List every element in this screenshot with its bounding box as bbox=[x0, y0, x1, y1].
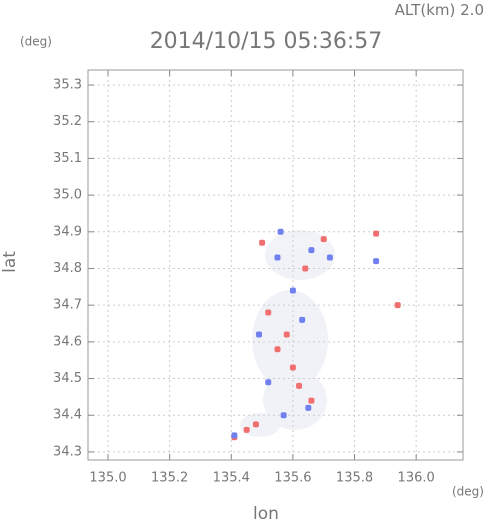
echo-point bbox=[265, 379, 272, 386]
echo-point bbox=[274, 346, 281, 353]
echo-point bbox=[394, 302, 401, 309]
echo-point bbox=[373, 258, 380, 265]
y-axis-label: lat bbox=[0, 251, 20, 273]
echo-point bbox=[243, 426, 250, 433]
plot-frame bbox=[87, 69, 464, 461]
y-tick-label: 34.8 bbox=[53, 261, 82, 276]
echo-point bbox=[373, 230, 380, 237]
y-tick-label: 34.7 bbox=[53, 298, 82, 313]
y-unit: (deg) bbox=[20, 35, 52, 49]
echo-point bbox=[320, 236, 327, 243]
echo-point bbox=[283, 331, 290, 338]
y-tick-label: 34.6 bbox=[53, 334, 82, 349]
x-tick-label: 135.0 bbox=[89, 471, 126, 486]
y-tick-label: 35.3 bbox=[53, 78, 82, 93]
y-tick-label: 35.1 bbox=[53, 151, 82, 166]
echo-point bbox=[274, 254, 281, 261]
echo-point bbox=[280, 412, 287, 419]
echo-point bbox=[296, 382, 303, 389]
altitude-value: 2.0 bbox=[460, 1, 484, 19]
y-tick-label: 34.5 bbox=[53, 371, 82, 386]
chart-title: 2014/10/15 05:36:57 bbox=[150, 29, 383, 54]
x-unit: (deg) bbox=[452, 485, 484, 499]
echo-point bbox=[299, 316, 306, 323]
y-tick-label: 34.4 bbox=[53, 408, 82, 423]
echo-point bbox=[289, 364, 296, 371]
echo-point bbox=[231, 432, 238, 439]
y-tick-label: 34.9 bbox=[53, 224, 82, 239]
x-axis-label: lon bbox=[253, 504, 279, 521]
echo-point bbox=[289, 287, 296, 294]
x-tick-label: 135.2 bbox=[151, 471, 188, 486]
echo-point bbox=[302, 265, 309, 272]
y-tick-label: 35.2 bbox=[53, 114, 82, 129]
echo-point bbox=[252, 421, 259, 428]
altitude-label: ALT(km) bbox=[395, 1, 456, 19]
x-tick-label: 135.4 bbox=[213, 471, 250, 486]
y-tick-label: 35.0 bbox=[53, 188, 82, 203]
x-tick-label: 136.0 bbox=[398, 471, 435, 486]
background-echo bbox=[240, 230, 335, 437]
x-tick-label: 135.8 bbox=[336, 471, 373, 486]
echo-point bbox=[326, 254, 333, 261]
x-tick-label: 135.6 bbox=[274, 471, 311, 486]
echo-point bbox=[308, 247, 315, 254]
echo-point bbox=[256, 331, 263, 338]
echo-point bbox=[308, 397, 315, 404]
echo-point bbox=[259, 239, 266, 246]
echo-point bbox=[305, 404, 312, 411]
echo-point bbox=[277, 228, 284, 235]
echo-point bbox=[265, 309, 272, 316]
y-tick-label: 34.3 bbox=[53, 444, 82, 459]
altitude: ALT(km) 2.0 bbox=[395, 1, 484, 19]
